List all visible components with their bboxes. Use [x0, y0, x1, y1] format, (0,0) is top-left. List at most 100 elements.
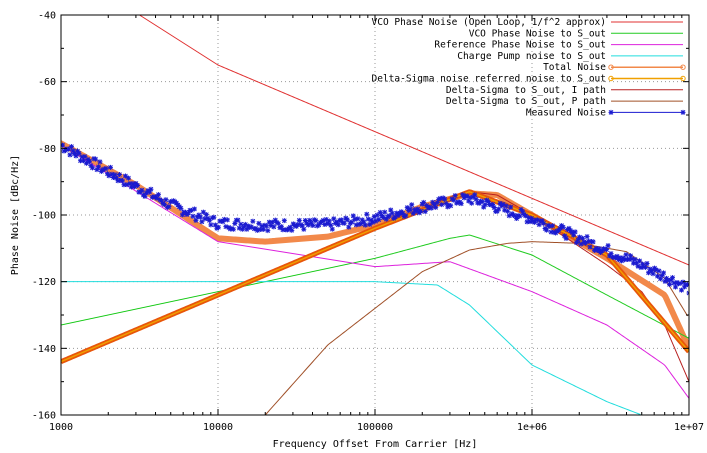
- y-tick-label: -160: [32, 411, 56, 422]
- measured-noise-point: [550, 223, 556, 229]
- measured-noise-point: [341, 220, 347, 226]
- legend-label: Reference Phase Noise to S_out: [434, 40, 606, 51]
- measured-noise-point: [349, 219, 355, 225]
- measured-noise-point: [209, 215, 215, 221]
- measured-noise-point: [188, 207, 194, 213]
- measured-noise-point: [650, 271, 656, 277]
- measured-noise-point: [313, 218, 319, 224]
- x-tick-label: 10000: [203, 422, 233, 433]
- y-tick-label: -80: [38, 144, 56, 155]
- legend: VCO Phase Noise (Open Loop, 1/f^2 approx…: [372, 17, 686, 118]
- legend-marker: [680, 109, 686, 115]
- measured-noise-point: [305, 222, 311, 228]
- measured-noise-point: [259, 223, 265, 229]
- measured-noise-point: [193, 217, 199, 223]
- measured-noise-point: [518, 206, 524, 212]
- measured-noise-point: [100, 167, 106, 173]
- measured-noise-point: [67, 152, 73, 158]
- measured-noise-point: [403, 213, 409, 219]
- measured-noise-point: [364, 211, 370, 217]
- measured-noise-point: [424, 202, 430, 208]
- legend-label: VCO Phase Noise (Open Loop, 1/f^2 approx…: [372, 17, 607, 28]
- measured-noise-point: [310, 222, 316, 228]
- measured-noise-point: [583, 240, 589, 246]
- measured-noise-point: [221, 216, 227, 222]
- measured-noise-point: [526, 215, 532, 221]
- measured-noise-point: [587, 244, 593, 250]
- measured-noise-point: [257, 227, 263, 233]
- measured-noise-point: [199, 219, 205, 225]
- measured-noise-point: [220, 219, 226, 225]
- measured-noise-point: [248, 224, 254, 230]
- measured-noise-point: [292, 223, 298, 229]
- measured-noise-point: [238, 221, 244, 227]
- measured-noise-point: [574, 240, 580, 246]
- measured-noise-point: [232, 221, 238, 227]
- measured-noise-point: [514, 216, 520, 222]
- measured-noise-point: [458, 201, 464, 207]
- measured-noise-point: [532, 219, 538, 225]
- measured-noise-point: [73, 153, 79, 159]
- measured-noise-point: [346, 224, 352, 230]
- measured-noise-point: [329, 226, 335, 232]
- measured-noise-point: [380, 214, 386, 220]
- measured-noise-point: [608, 251, 614, 257]
- measured-noise-point: [401, 213, 407, 219]
- measured-noise-point: [236, 225, 242, 231]
- measured-noise-point: [551, 229, 557, 235]
- measured-noise-point: [418, 208, 424, 214]
- measured-noise-point: [572, 229, 578, 235]
- measured-noise-point: [71, 151, 77, 157]
- measured-noise-point: [224, 217, 230, 223]
- measured-noise-point: [626, 256, 632, 262]
- measured-noise-point: [586, 238, 592, 244]
- measured-noise-point: [229, 226, 235, 232]
- measured-noise-point: [122, 173, 128, 179]
- measured-noise-point: [682, 284, 688, 290]
- measured-noise-point: [631, 260, 637, 266]
- legend-label: Delta-Sigma noise referred noise to S_ou…: [372, 74, 607, 85]
- measured-noise-point: [362, 222, 368, 228]
- measured-noise-point: [569, 229, 575, 235]
- measured-noise-point: [208, 222, 214, 228]
- measured-noise-point: [580, 235, 586, 241]
- measured-noise-point: [491, 205, 497, 211]
- series-8: [61, 142, 689, 296]
- measured-noise-point: [260, 226, 266, 232]
- measured-noise-point: [656, 268, 662, 274]
- measured-noise-point: [662, 278, 668, 284]
- measured-noise-point: [539, 218, 545, 224]
- y-tick-label: -40: [38, 11, 56, 22]
- measured-noise-point: [77, 158, 83, 164]
- measured-noise-point: [88, 163, 94, 169]
- measured-noise-point: [230, 226, 236, 232]
- measured-noise-point: [355, 216, 361, 222]
- measured-noise-point: [472, 192, 478, 198]
- measured-noise-point: [89, 165, 95, 171]
- measured-noise-point: [673, 284, 679, 290]
- measured-noise-point: [653, 267, 659, 273]
- measured-noise-point: [377, 209, 383, 215]
- measured-noise-point: [590, 239, 596, 245]
- measured-noise-point: [469, 200, 475, 206]
- measured-noise-point: [400, 210, 406, 216]
- measured-noise-point: [206, 217, 212, 223]
- measured-noise-point: [524, 219, 530, 225]
- measured-noise-point: [76, 150, 82, 156]
- measured-noise-point: [685, 282, 689, 288]
- measured-noise-point: [439, 202, 445, 208]
- measured-noise-point: [407, 206, 413, 212]
- measured-noise-point: [677, 280, 683, 286]
- measured-noise-point: [331, 216, 337, 222]
- measured-noise-point: [265, 228, 271, 234]
- measured-noise-point: [178, 205, 184, 211]
- measured-noise-point: [668, 277, 674, 283]
- measured-noise-point: [316, 222, 322, 228]
- measured-noise-point: [602, 246, 608, 252]
- measured-noise-point: [577, 234, 583, 240]
- measured-noise-point: [200, 209, 206, 215]
- legend-marker: [608, 75, 614, 82]
- measured-noise-point: [634, 260, 640, 266]
- measured-noise-point: [446, 202, 452, 208]
